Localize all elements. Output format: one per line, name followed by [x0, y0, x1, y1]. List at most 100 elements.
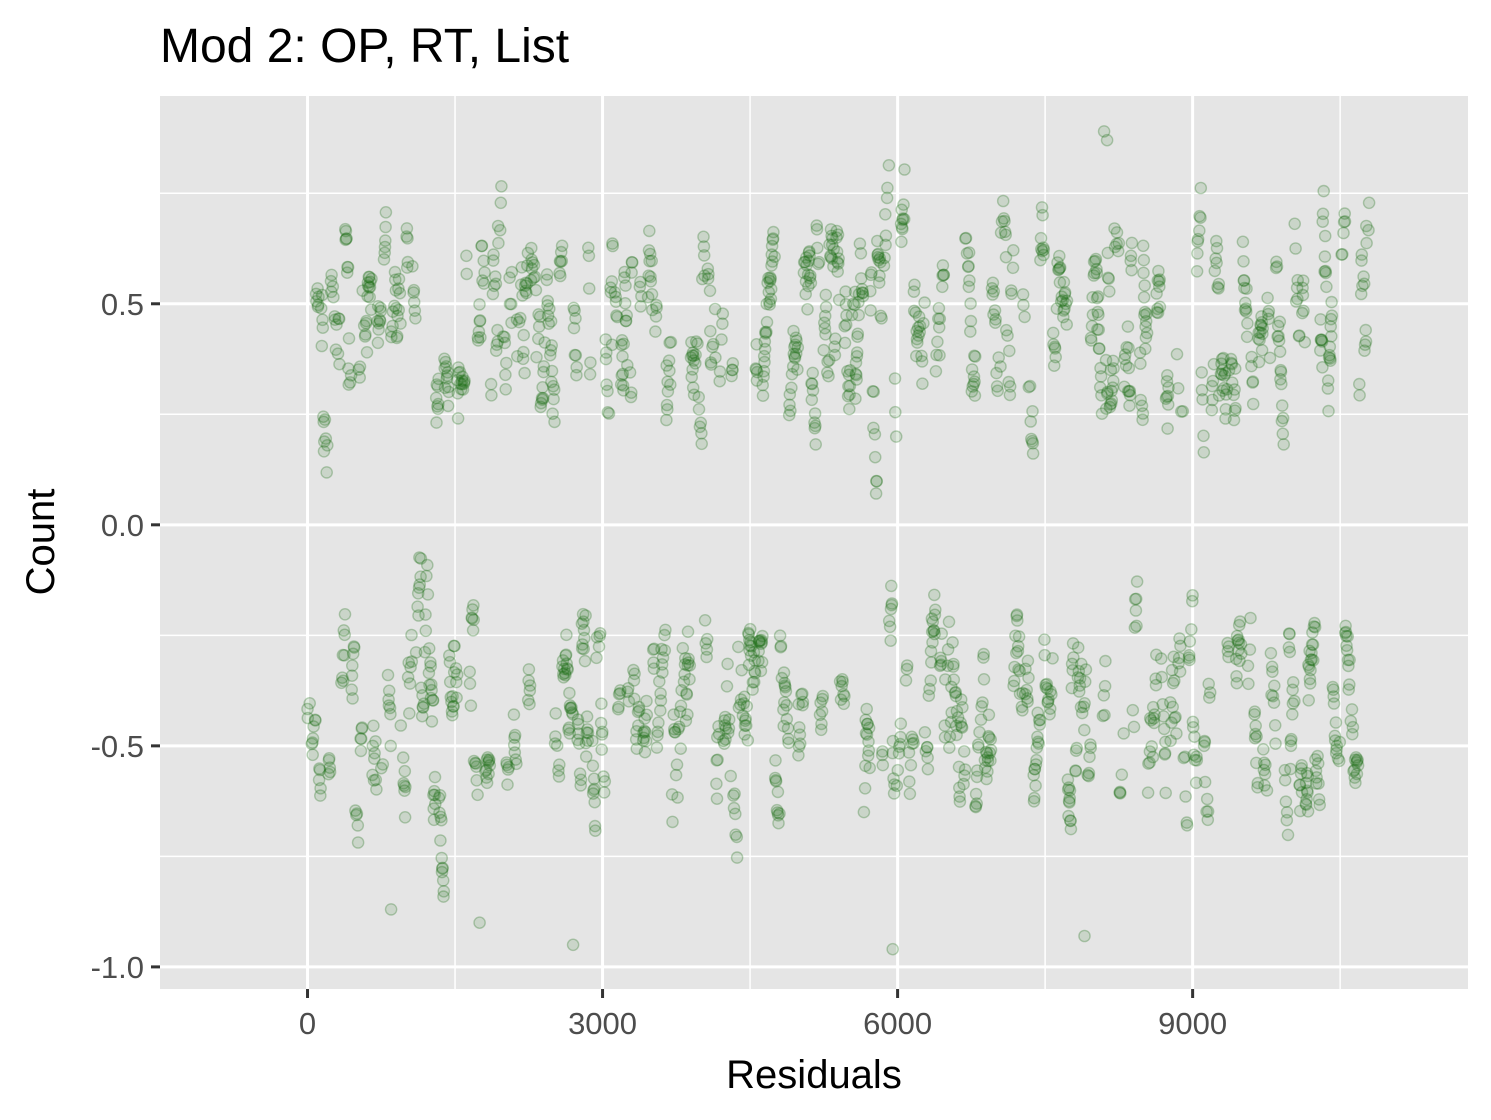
- data-point: [962, 280, 976, 294]
- data-point: [335, 676, 348, 690]
- data-point: [872, 276, 886, 289]
- data-point: [842, 379, 855, 393]
- data-point: [867, 421, 880, 435]
- data-point: [578, 654, 592, 668]
- data-point: [377, 253, 391, 266]
- data-point: [1110, 226, 1124, 239]
- data-point: [1248, 708, 1261, 721]
- data-point: [1228, 362, 1242, 375]
- data-point: [543, 348, 557, 362]
- data-point: [932, 320, 946, 334]
- data-point: [1049, 350, 1062, 364]
- data-point: [696, 272, 709, 286]
- data-point: [760, 297, 774, 311]
- data-point: [445, 695, 458, 709]
- data-point: [1329, 746, 1343, 760]
- data-point: [559, 649, 573, 662]
- data-point: [1078, 697, 1091, 710]
- data-point: [805, 377, 819, 391]
- data-point: [682, 652, 695, 666]
- data-point: [339, 232, 353, 246]
- data-point: [627, 674, 641, 687]
- data-point: [871, 247, 885, 261]
- data-point: [460, 249, 473, 263]
- y-tick-label: 0.0: [101, 508, 144, 543]
- data-point: [1300, 766, 1314, 780]
- data-point: [1117, 727, 1130, 740]
- data-point: [423, 678, 436, 692]
- data-point: [656, 666, 669, 679]
- data-point: [1157, 722, 1171, 736]
- data-point: [570, 368, 583, 382]
- data-point: [1233, 615, 1247, 628]
- data-point: [1022, 671, 1035, 685]
- data-point: [1227, 413, 1241, 427]
- data-point: [981, 765, 994, 778]
- data-point: [945, 706, 959, 720]
- data-point: [1316, 215, 1329, 228]
- data-point: [512, 315, 526, 329]
- data-point: [1286, 708, 1299, 721]
- data-point: [1315, 333, 1329, 347]
- data-point: [725, 363, 739, 377]
- data-point: [1246, 397, 1260, 411]
- data-point: [400, 261, 414, 274]
- data-point: [1225, 356, 1238, 370]
- data-point: [1299, 797, 1312, 811]
- data-point: [310, 294, 323, 308]
- data-point: [322, 767, 335, 781]
- data-point: [1194, 211, 1207, 224]
- data-point: [924, 674, 938, 687]
- data-point: [1251, 776, 1265, 790]
- data-point: [327, 290, 340, 304]
- data-point: [1030, 753, 1043, 767]
- data-point: [381, 668, 395, 682]
- data-point: [1072, 664, 1086, 678]
- data-point: [717, 734, 730, 748]
- data-point: [988, 304, 1002, 317]
- data-point: [850, 368, 863, 382]
- data-point: [815, 705, 829, 718]
- data-point: [812, 255, 826, 269]
- data-point: [1122, 341, 1135, 355]
- data-point: [661, 403, 674, 416]
- data-point: [593, 627, 607, 640]
- data-point: [1177, 751, 1190, 765]
- data-point: [643, 224, 656, 238]
- data-point: [994, 360, 1007, 373]
- data-point: [1343, 678, 1356, 691]
- data-point: [821, 366, 834, 379]
- data-point: [1222, 640, 1236, 653]
- data-point: [435, 813, 448, 827]
- data-point: [477, 277, 491, 290]
- data-point: [386, 305, 400, 319]
- data-point: [1045, 688, 1058, 701]
- data-point: [1095, 407, 1109, 421]
- data-point: [1191, 235, 1204, 248]
- data-point: [843, 402, 856, 416]
- data-point: [1239, 305, 1253, 319]
- data-point: [1183, 653, 1196, 667]
- data-point: [452, 361, 465, 374]
- data-point: [619, 314, 633, 328]
- data-point: [958, 769, 971, 783]
- data-point: [609, 290, 623, 304]
- data-point: [687, 388, 701, 402]
- data-point: [309, 714, 322, 727]
- data-point: [1159, 786, 1172, 800]
- data-point: [980, 747, 994, 760]
- data-point: [1171, 381, 1185, 395]
- data-point: [307, 720, 320, 733]
- data-point: [710, 792, 724, 806]
- data-point: [725, 369, 738, 383]
- data-point: [891, 763, 905, 777]
- data-point: [942, 615, 956, 629]
- data-point: [1322, 351, 1336, 364]
- data-point: [802, 279, 815, 293]
- data-point: [672, 720, 686, 734]
- data-point: [946, 660, 960, 673]
- data-point: [676, 641, 690, 655]
- data-point: [491, 323, 504, 337]
- data-point: [612, 687, 626, 701]
- data-point: [1212, 277, 1226, 291]
